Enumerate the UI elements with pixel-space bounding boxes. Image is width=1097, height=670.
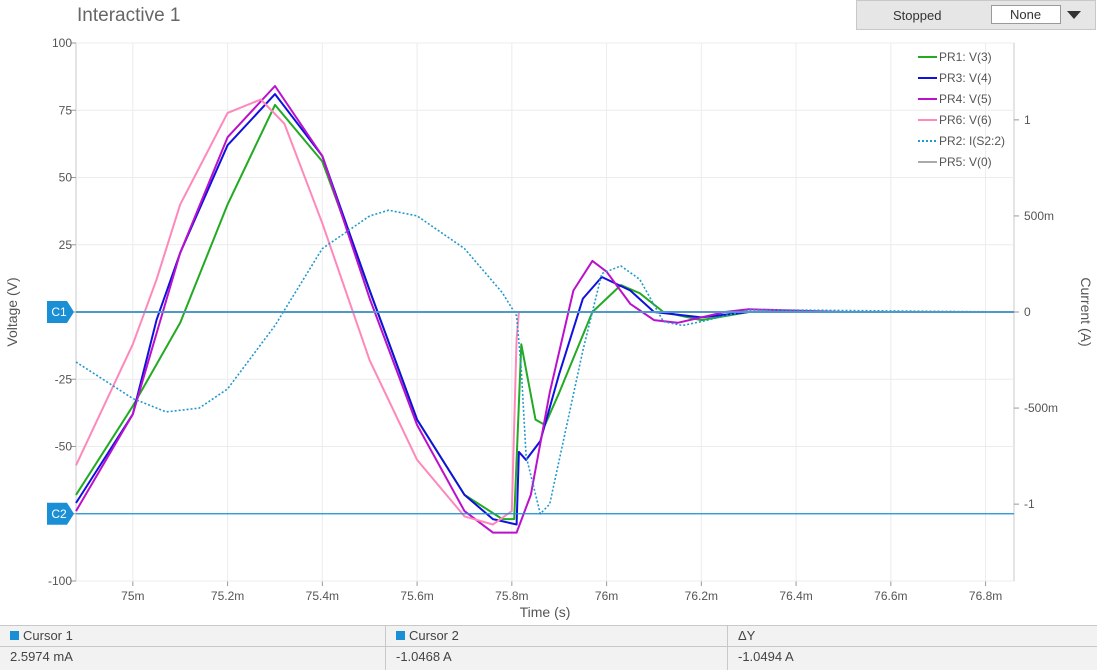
x-tick-label: 75m [121,589,144,603]
x-tick-label: 75.8m [495,589,528,603]
delta-y-cell: ΔY -1.0494 A [728,626,1097,670]
y-left-tick-label: 50 [59,171,73,185]
cursor-2-label: Cursor 2 [409,628,459,643]
cursor-2-cell: Cursor 2 -1.0468 A [386,626,728,670]
x-tick-label: 75.2m [211,589,244,603]
cursor-2-swatch-icon [396,631,405,640]
waveform-chart: 75m 75.2m 75.4m 75.6m 75.8m 76m 76.2m 76.4m 76.6… [0,0,1097,625]
legend-entry: PR4: V(5) [939,92,992,106]
y-right-tick-label: 0 [1024,305,1031,319]
y-right-axis-label: Current (A) [1078,277,1094,346]
y-left-tick-label: 100 [52,36,72,50]
x-tick-label: 75.6m [400,589,433,603]
y-right-tick-label: -1 [1024,497,1035,511]
cursor-handle-label: C1 [51,305,67,319]
x-axis-label: Time (s) [520,604,571,620]
y-left-axis-label: Voltage (V) [4,277,20,346]
y-right-tick-label: 1 [1024,113,1031,127]
delta-y-header: ΔY [738,628,755,643]
y-left-tick-label: -50 [55,440,73,454]
legend-entry: PR1: V(3) [939,50,992,64]
y-left-tick-label: -25 [55,372,73,386]
cursor-1-header: Cursor 1 [10,628,73,643]
x-tick-label: 76.4m [779,589,812,603]
y-right-tick-label: -500m [1024,401,1058,415]
cursor-1-cell: Cursor 1 2.5974 mA [0,626,386,670]
cursor-2-value: -1.0468 A [396,649,452,664]
x-tick-label: 76.8m [969,589,1002,603]
legend-entry: PR5: V(0) [939,155,992,169]
cursor-2-header: Cursor 2 [396,628,459,643]
cursor-handle-label: C2 [51,507,67,521]
legend-entry: PR3: V(4) [939,71,992,85]
y-left-tick-label: 25 [59,238,73,252]
delta-y-value: -1.0494 A [738,649,794,664]
cursor-1-swatch-icon [10,631,19,640]
x-tick-label: 76.6m [874,589,907,603]
cursor-1-value: 2.5974 mA [10,649,73,664]
legend-entry: PR2: I(S2:2) [939,134,1005,148]
legend-entry: PR6: V(6) [939,113,992,127]
y-left-tick-label: 75 [59,103,73,117]
y-left-tick-label: -100 [48,574,72,588]
x-tick-label: 76.2m [685,589,718,603]
x-tick-label: 75.4m [306,589,339,603]
x-tick-label: 76m [595,589,618,603]
cursor-readout-panel: Cursor 1 2.5974 mA Cursor 2 -1.0468 A ΔY… [0,625,1097,670]
y-right-tick-label: 500m [1024,209,1054,223]
cursor-1-label: Cursor 1 [23,628,73,643]
